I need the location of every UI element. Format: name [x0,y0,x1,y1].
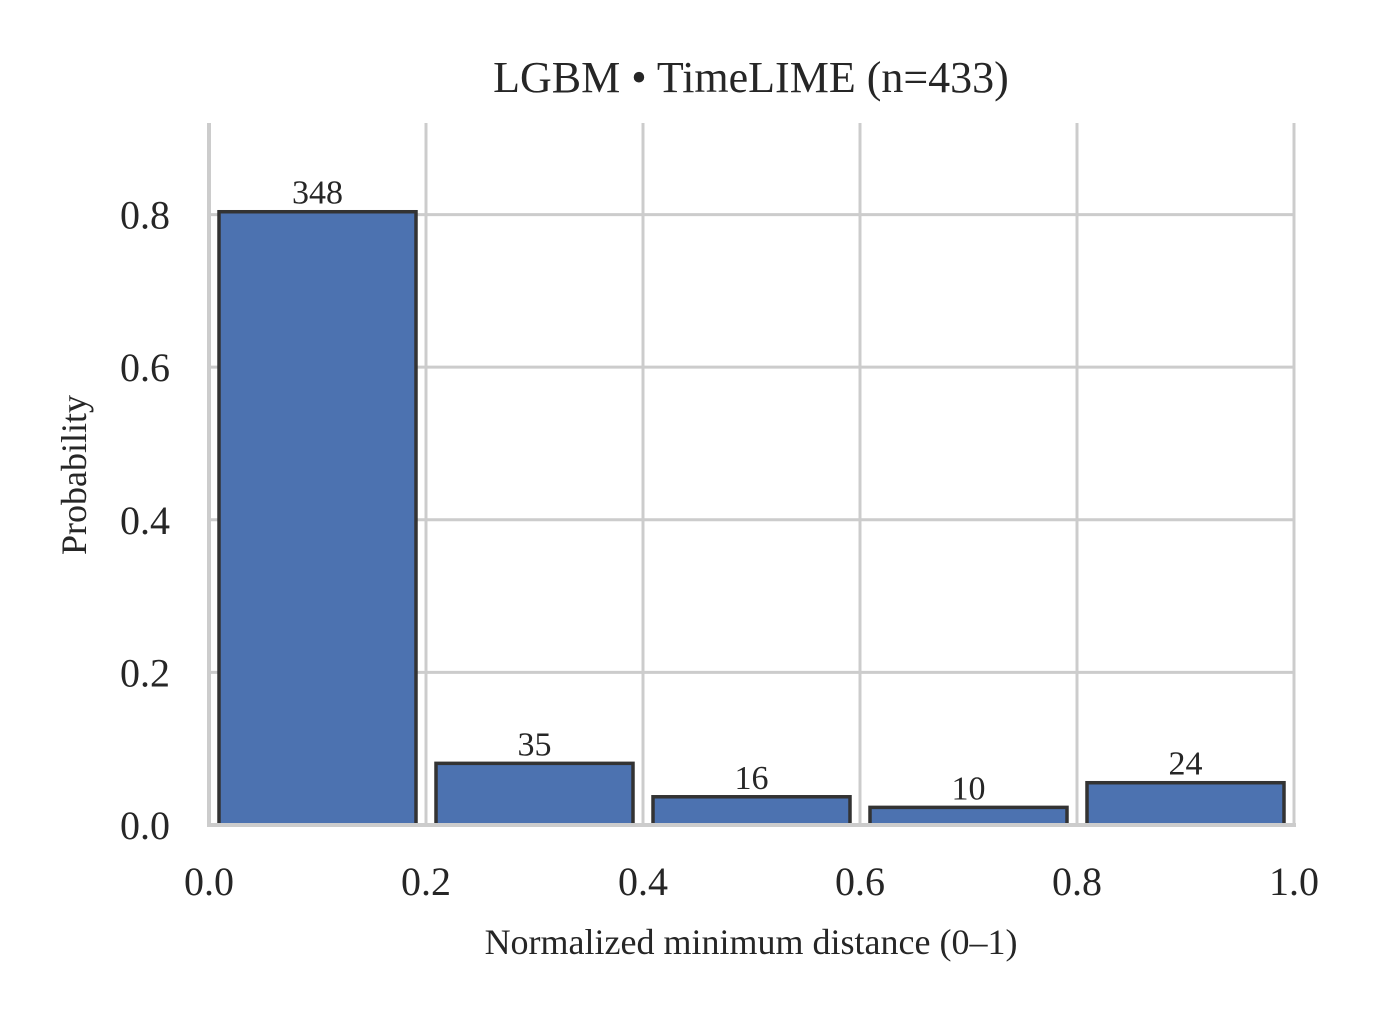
y-tick-labels: 0.0 0.2 0.4 0.6 0.8 [120,193,170,848]
x-tick-label: 0.6 [835,859,885,904]
y-tick-label: 0.2 [120,650,170,695]
bar-1 [434,761,635,827]
x-tick-label: 0.0 [184,859,234,904]
x-axis-label: Normalized minimum distance (0–1) [485,922,1018,962]
bar-2 [651,795,852,827]
chart-title: LGBM • TimeLIME (n=433) [493,53,1009,102]
bar-count-label-4: 24 [1169,746,1203,783]
bar-count-label-3: 10 [952,770,986,807]
x-tick-label: 0.4 [618,859,668,904]
bars [217,209,1286,827]
bar-count-label-2: 16 [735,760,769,797]
y-tick-label: 0.6 [120,345,170,390]
y-tick-label: 0.0 [120,803,170,848]
y-tick-label: 0.4 [120,498,170,543]
bar-count-label-1: 35 [518,726,552,763]
bar-0 [217,209,418,827]
y-tick-label: 0.8 [120,193,170,238]
x-tick-label: 0.8 [1052,859,1102,904]
bar-count-labels: 348 35 16 10 24 [292,175,1203,808]
bar-4 [1085,780,1286,827]
bar-3 [868,805,1069,827]
x-tick-label: 1.0 [1269,859,1319,904]
bar-count-label-0: 348 [292,175,343,212]
x-tick-labels: 0.0 0.2 0.4 0.6 0.8 1.0 [184,859,1319,904]
y-axis-label: Probability [54,395,94,555]
x-tick-label: 0.2 [401,859,451,904]
axis-spines [207,123,1296,827]
